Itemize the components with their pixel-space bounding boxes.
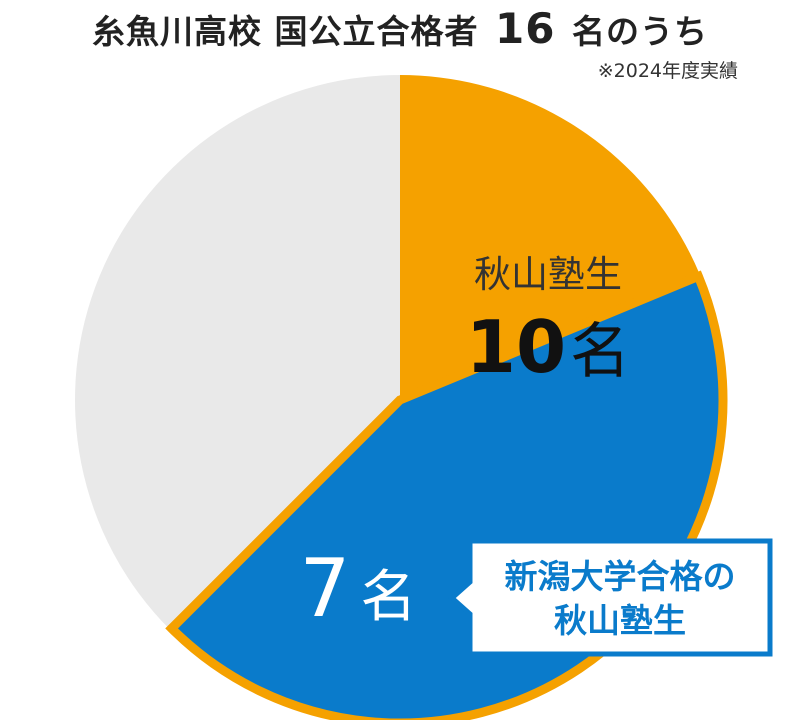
data-year-note: ※2024年度実績 (597, 60, 738, 82)
chart-title: 糸魚川高校 国公立合格者 16 名のうち (0, 4, 800, 53)
title-number: 16 (495, 4, 556, 53)
slice-label-akiyama: 秋山塾生 (474, 253, 622, 296)
title-prefix: 糸魚川高校 国公立合格者 (92, 12, 479, 51)
slice-value-akiyama: 10名 (466, 305, 630, 389)
callout-box (448, 538, 773, 657)
pie-slice-other (74, 74, 400, 630)
callout-line-1: 新潟大学合格の (505, 557, 736, 596)
title-suffix: 名のうち (571, 12, 708, 51)
callout-line-2: 秋山塾生 (554, 601, 686, 640)
